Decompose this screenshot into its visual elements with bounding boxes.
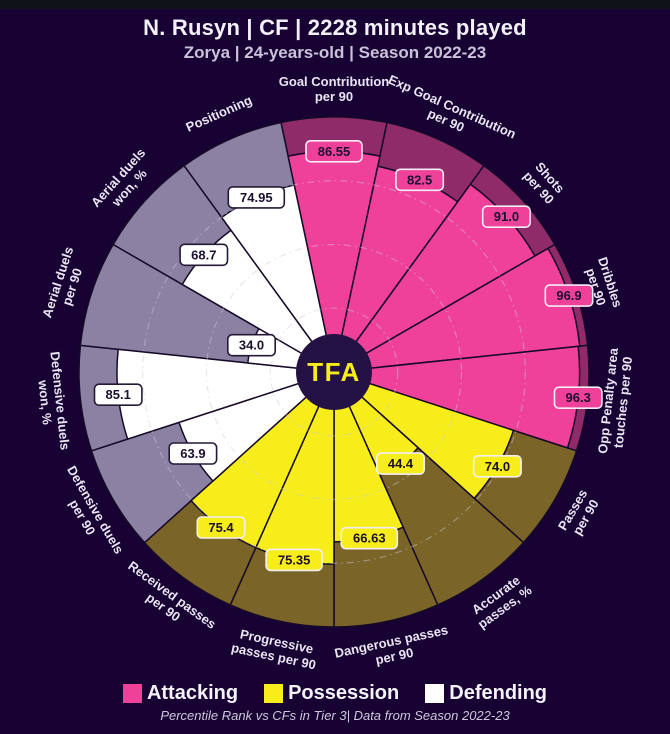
value-badge-box <box>196 516 246 539</box>
value-badge-text: 63.9 <box>180 446 205 461</box>
gridline-circle <box>269 307 399 437</box>
slice-label: Passesper 90 <box>555 487 603 541</box>
value-badge-text: 74.0 <box>485 459 510 474</box>
value-badge: 68.7 <box>179 243 229 267</box>
value-badge: 85.1 <box>93 383 143 407</box>
slice-label: Dangerous passesper 90 <box>333 622 452 675</box>
value-badge-box <box>553 386 603 410</box>
legend-label: Possession <box>288 682 400 704</box>
value-badge-text: 96.3 <box>566 390 591 405</box>
value-badge-box <box>340 526 399 550</box>
slice-label: Opp Penalty areatouches per 90 <box>595 346 636 456</box>
value-badge: 91.0 <box>481 205 531 228</box>
slice-label: Shotsper 90 <box>520 158 568 207</box>
legend-label: Defending <box>449 682 548 704</box>
value-badge-text: 82.5 <box>407 172 432 187</box>
value-badge-box <box>168 442 218 465</box>
chart-footnote: Percentile Rank vs CFs in Tier 3| Data f… <box>160 708 510 723</box>
value-badge: 96.9 <box>544 284 594 307</box>
attacking-swatch-icon <box>122 684 142 703</box>
value-badge-text: 74.95 <box>240 190 273 205</box>
value-badge-box <box>544 284 594 307</box>
possession-swatch-icon <box>264 684 284 703</box>
value-badge-box <box>93 383 143 407</box>
slice-label: Aerial duelsper 90 <box>39 245 90 324</box>
legend-item-defending: Defending <box>425 682 547 705</box>
page-title: N. Rusyn | CF | 2228 minutes played <box>143 15 527 40</box>
page-subtitle: Zorya | 24-years-old | Season 2022-23 <box>183 43 487 62</box>
value-badge-box <box>395 168 445 192</box>
value-badge-box <box>305 140 363 163</box>
defending-swatch-icon <box>425 684 445 703</box>
gridline-circle <box>142 180 526 564</box>
value-badge: 75.35 <box>265 548 323 572</box>
legend-label: Attacking <box>146 682 239 704</box>
value-badge: 86.55 <box>305 140 363 163</box>
value-badge-box <box>481 205 531 228</box>
value-badge-text: 68.7 <box>191 247 216 262</box>
value-badge-text: 34.0 <box>239 338 264 353</box>
value-badge: 82.5 <box>395 168 445 192</box>
chart-legend: Attacking Possession Defending <box>0 682 670 705</box>
value-badge: 63.9 <box>168 442 218 465</box>
value-badge: 74.95 <box>227 186 286 209</box>
value-badge-text: 96.9 <box>556 288 581 303</box>
value-badge-text: 86.55 <box>318 144 351 159</box>
value-badge: 34.0 <box>226 333 277 357</box>
slice-label: Progressivepasses per 90 <box>230 625 320 672</box>
slice-label: Defensive duelswon, % <box>33 351 73 453</box>
value-badge-box <box>472 454 522 478</box>
value-badge-text: 85.1 <box>106 387 131 402</box>
center-logo-circle <box>296 334 372 410</box>
value-badge-text: 66.63 <box>353 531 386 546</box>
legend-item-attacking: Attacking <box>122 682 239 705</box>
slice-label: Goal Contribution per 90 <box>279 74 390 104</box>
value-badge: 66.63 <box>340 526 399 550</box>
value-badge-box <box>375 452 426 475</box>
legend-item-possession: Possession <box>264 682 399 705</box>
value-badge-text: 75.35 <box>278 552 311 567</box>
slice-label: Positioning <box>184 92 255 135</box>
value-badge-box <box>265 548 323 572</box>
top-bar <box>0 0 670 9</box>
value-badge-box <box>226 333 277 357</box>
value-badge: 96.3 <box>553 386 603 410</box>
value-badge: 44.4 <box>375 452 426 475</box>
value-badge: 74.0 <box>472 454 522 478</box>
gridline-circle <box>205 243 463 501</box>
value-badge-text: 75.4 <box>208 520 234 535</box>
tfa-logo-text: TFA <box>307 357 361 387</box>
value-badge-box <box>227 186 286 209</box>
value-badge: 75.4 <box>196 516 246 539</box>
value-badge-text: 91.0 <box>494 209 519 224</box>
value-badge-box <box>179 243 229 267</box>
value-badge-text: 44.4 <box>388 456 414 471</box>
